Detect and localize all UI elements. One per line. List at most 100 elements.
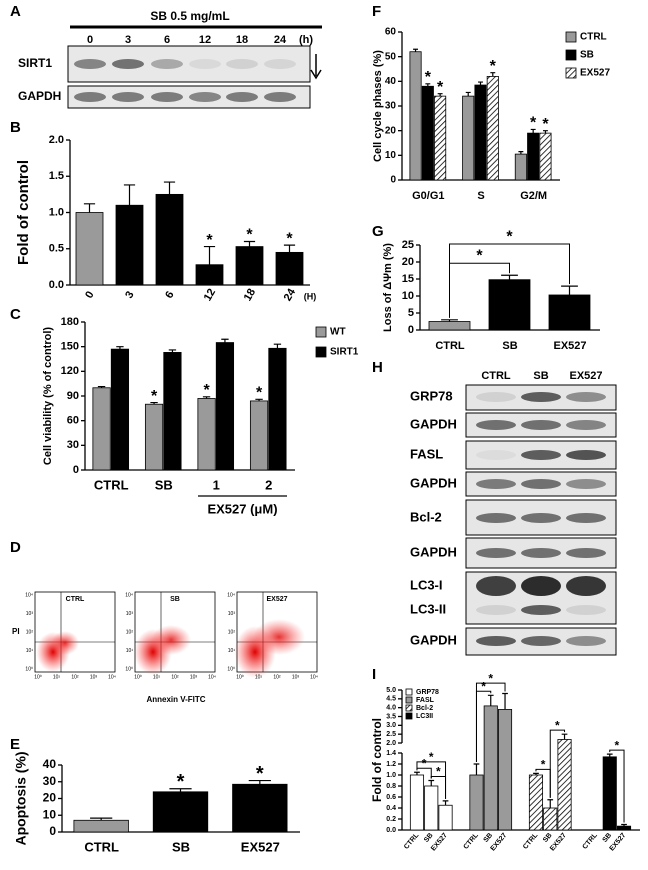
bracket (609, 749, 625, 823)
bar (434, 95, 447, 181)
y-tick-label: 1.5 (49, 170, 64, 182)
significance: * (437, 79, 444, 96)
error-bar (502, 692, 508, 710)
legend-swatch (405, 712, 413, 720)
y-tick-label: 120 (61, 365, 79, 377)
band (476, 420, 516, 430)
significance: * (203, 382, 210, 399)
error-bar (221, 338, 229, 343)
panel-label: H (372, 359, 383, 376)
bar (483, 705, 498, 831)
significance: * (422, 756, 427, 770)
error-bar (123, 184, 136, 206)
x-label: Annexin V-FITC (146, 695, 205, 704)
plot-title: SB (170, 596, 180, 603)
x-tick-label: 10³ (292, 674, 300, 680)
legend-swatch (315, 326, 327, 338)
bar (268, 347, 287, 471)
error-bar (561, 285, 578, 295)
y-tick-label: 10² (126, 629, 134, 635)
legend-label: EX527 (580, 68, 610, 79)
legend-swatch (565, 67, 577, 79)
lane-label: 6 (164, 34, 170, 46)
band (226, 92, 258, 102)
error-bar (530, 128, 536, 134)
y-tick-label: 10³ (26, 611, 34, 617)
band (189, 59, 221, 69)
band (264, 92, 296, 102)
y-tick-label: 15 (402, 273, 414, 285)
y-tick-label: 10³ (126, 611, 134, 617)
error-bar (547, 799, 554, 808)
band (521, 450, 561, 460)
bar (462, 95, 475, 181)
y-tick-label: 10¹ (126, 648, 134, 654)
legend-label: GRP78 (416, 689, 439, 696)
y-tick-label: 10⁰ (227, 666, 235, 672)
x-tick-label: SB (502, 340, 517, 352)
y-tick-label: 0.6 (386, 794, 396, 801)
y-axis-label: Cell cycle phases (%) (372, 50, 384, 162)
x-tick-label: 3 (123, 289, 136, 300)
legend-label: CTRL (580, 32, 607, 43)
significance: * (256, 385, 263, 402)
panel-label: E (10, 736, 20, 753)
legend-label: FASL (416, 697, 435, 704)
error-bar (487, 694, 494, 706)
y-tick-label: 4.5 (386, 696, 396, 703)
y-tick-label: 4.0 (386, 705, 396, 712)
x-tick-label: 10⁰ (134, 674, 142, 680)
y-tick-label: 60 (385, 27, 397, 38)
x-tick-label: EX527 (553, 340, 586, 352)
bar (474, 84, 487, 181)
bar (144, 403, 164, 471)
bar (235, 246, 264, 286)
significance: * (151, 388, 158, 405)
error-bar (414, 771, 420, 775)
y-tick-label: 0 (390, 175, 396, 186)
legend-label: SB (580, 50, 594, 61)
error-bar (283, 244, 296, 253)
error-bar (83, 203, 96, 213)
error-bar (606, 753, 613, 757)
significance: * (286, 230, 293, 247)
bar (557, 739, 572, 831)
bar (488, 279, 531, 331)
y-tick-label: 20 (43, 791, 57, 805)
y-tick-label: 2.0 (49, 134, 64, 146)
bar (528, 774, 544, 831)
x-tick-label: CTRL (435, 340, 465, 352)
band (151, 92, 183, 102)
y-tick-label: 1.0 (386, 772, 396, 779)
treatment: SB 0.5 mg/mL (150, 9, 229, 23)
significance: * (542, 116, 549, 133)
x-tick-label: CTRL (94, 477, 129, 492)
row-label: SIRT1 (18, 56, 52, 70)
x-tick-label: CTRL (84, 839, 119, 854)
x-tick-label: 10¹ (153, 674, 161, 680)
y-tick-label: 0 (408, 324, 414, 336)
y-tick-label: 10¹ (26, 648, 34, 654)
significance: * (206, 232, 213, 249)
bar (438, 804, 453, 831)
error-bar (465, 91, 471, 97)
bar (163, 352, 182, 471)
bar (543, 807, 558, 831)
error-bar (441, 319, 458, 322)
y-tick-label: 20 (385, 125, 397, 136)
bar (497, 709, 513, 831)
significance: * (488, 671, 493, 685)
significance: * (615, 738, 620, 752)
x-tick-label: 10⁴ (310, 674, 318, 680)
y-tick-label: 40 (385, 76, 397, 87)
band (476, 392, 516, 402)
y-tick-label: 180 (61, 316, 79, 328)
bar (195, 264, 224, 286)
group-label: EX527 (μM) (207, 501, 277, 516)
x-tick-label: G0/G1 (412, 190, 444, 202)
legend-swatch (315, 346, 327, 358)
error-bar (413, 48, 419, 52)
y-tick-label: 0.4 (386, 805, 396, 812)
x-tick-label: SB (172, 839, 190, 854)
error-bar (248, 779, 271, 785)
